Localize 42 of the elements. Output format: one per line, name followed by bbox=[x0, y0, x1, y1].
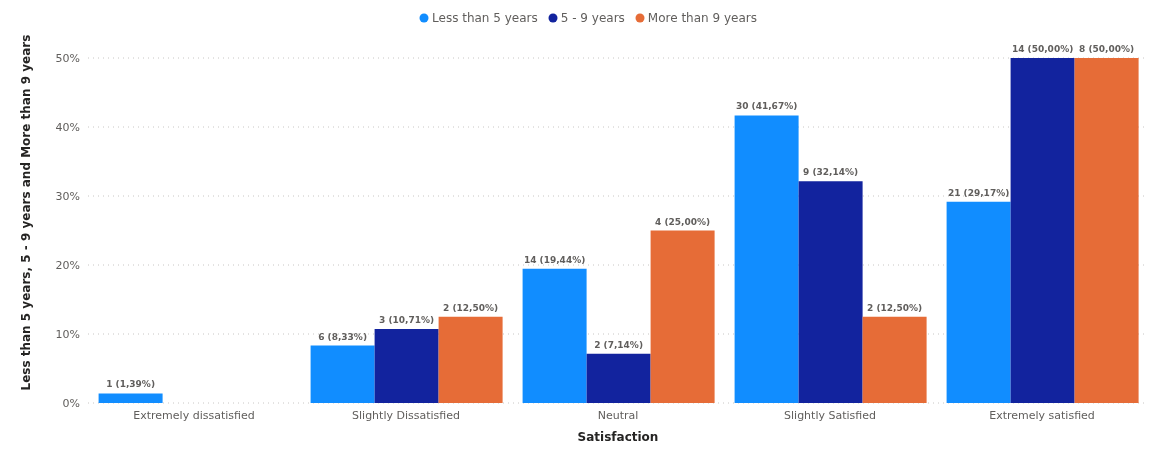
x-tick-label: Extremely satisfied bbox=[989, 408, 1095, 422]
x-axis-title: Satisfaction bbox=[577, 430, 659, 444]
bar bbox=[438, 316, 503, 403]
data-label: 3 (10,71%) bbox=[379, 315, 435, 326]
y-tick-label: 0% bbox=[62, 396, 80, 410]
bar bbox=[1010, 58, 1075, 403]
data-label: 21 (29,17%) bbox=[947, 187, 1010, 198]
bar bbox=[798, 181, 863, 403]
data-label: 2 (7,14%) bbox=[594, 339, 644, 350]
bar bbox=[946, 201, 1011, 403]
bar bbox=[862, 316, 927, 403]
data-label: 14 (19,44%) bbox=[523, 254, 586, 265]
legend-label: 5 - 9 years bbox=[559, 11, 625, 25]
y-tick-label: 50% bbox=[55, 51, 80, 65]
bar bbox=[734, 115, 799, 403]
bar bbox=[374, 329, 439, 403]
data-label: 2 (12,50%) bbox=[443, 302, 499, 313]
bar bbox=[650, 230, 715, 403]
legend-label: More than 9 years bbox=[646, 11, 757, 25]
bar bbox=[1074, 58, 1139, 403]
x-tick-label: Slightly Satisfied bbox=[784, 408, 876, 422]
y-tick-label: 40% bbox=[55, 120, 80, 134]
bar bbox=[98, 393, 163, 403]
data-label: 30 (41,67%) bbox=[735, 101, 798, 112]
legend-label: Less than 5 years bbox=[431, 11, 538, 25]
bar bbox=[586, 353, 651, 403]
data-label: 2 (12,50%) bbox=[867, 302, 923, 313]
y-axis-title: Less than 5 years, 5 - 9 years and More than 9 years bbox=[19, 34, 34, 391]
bar bbox=[522, 268, 587, 403]
data-label: 6 (8,33%) bbox=[318, 331, 368, 342]
data-label: 1 (1,39%) bbox=[106, 379, 156, 390]
y-tick-label: 30% bbox=[55, 189, 80, 203]
data-label: 8 (50,00%) bbox=[1079, 44, 1135, 54]
x-tick-label: Neutral bbox=[597, 408, 639, 422]
y-tick-label: 10% bbox=[55, 327, 80, 341]
x-tick-label: Extremely dissatisfied bbox=[133, 408, 255, 422]
data-label: 9 (32,14%) bbox=[803, 167, 859, 178]
x-tick-label: Slightly Dissatisfied bbox=[352, 408, 460, 422]
data-label: 14 (50,00%) bbox=[1011, 44, 1074, 54]
y-tick-label: 20% bbox=[55, 258, 80, 272]
bar bbox=[310, 345, 375, 403]
data-label: 4 (25,00%) bbox=[655, 216, 711, 227]
